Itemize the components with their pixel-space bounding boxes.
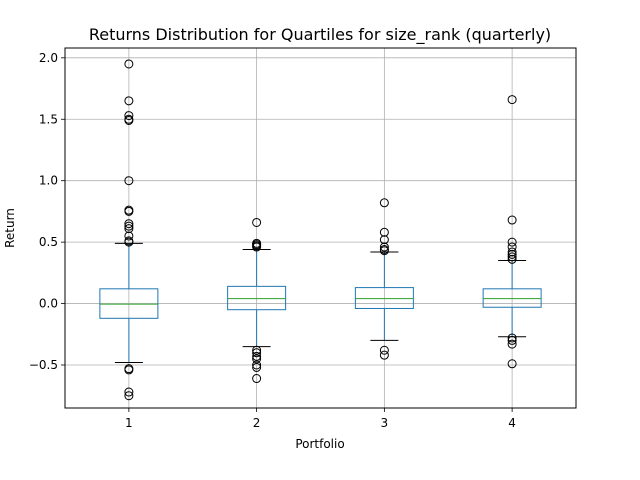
outlier-point xyxy=(252,351,262,361)
box-iqr xyxy=(354,287,414,309)
outlier-point xyxy=(124,365,134,375)
x-tick-label: 4 xyxy=(508,416,516,430)
outlier-point xyxy=(124,176,134,186)
box-portfolio-1 xyxy=(99,59,159,401)
outlier-point xyxy=(507,335,517,345)
outlier-point xyxy=(252,217,262,227)
outlier-point xyxy=(507,247,517,257)
outlier-point xyxy=(507,242,517,252)
outlier-point xyxy=(124,59,134,69)
y-tick-label: −0.5 xyxy=(29,358,58,372)
outlier-point xyxy=(124,221,134,231)
y-tick-label: 0.0 xyxy=(39,297,58,311)
y-tick-label: 1.5 xyxy=(39,112,58,126)
outlier-point xyxy=(124,115,134,125)
outlier-point xyxy=(252,360,262,370)
outlier-point xyxy=(124,219,134,229)
outlier-point xyxy=(379,198,389,208)
box-portfolio-3 xyxy=(354,198,414,360)
outlier-point xyxy=(379,350,389,360)
y-tick-label: 1.0 xyxy=(39,174,58,188)
outlier-point xyxy=(252,354,262,364)
outlier-point xyxy=(507,359,517,369)
outlier-point xyxy=(507,95,517,105)
outlier-point xyxy=(252,362,262,372)
box-iqr xyxy=(482,288,542,308)
x-tick-label: 3 xyxy=(381,416,389,430)
y-tick-label: 0.5 xyxy=(39,235,58,249)
box-portfolio-2 xyxy=(227,217,287,384)
outlier-point xyxy=(124,231,134,241)
outlier-point xyxy=(124,111,134,121)
x-axis-label: Portfolio xyxy=(295,437,344,451)
outlier-point xyxy=(507,333,517,343)
outlier-point xyxy=(379,345,389,355)
outlier-point xyxy=(252,345,262,355)
outlier-point xyxy=(252,242,262,252)
outlier-point xyxy=(124,387,134,397)
chart-title: Returns Distribution for Quartiles for s… xyxy=(89,25,551,45)
boxes xyxy=(99,59,542,401)
y-tick-label: 2.0 xyxy=(39,51,58,65)
box-portfolio-4 xyxy=(482,95,542,369)
outlier-point xyxy=(507,252,517,262)
x-tick-label: 2 xyxy=(253,416,261,430)
y-ticks: −0.5 0.0 0.5 1.0 1.5 2.0 xyxy=(29,51,65,372)
outlier-point xyxy=(507,249,517,259)
outlier-point xyxy=(124,237,134,247)
outlier-point xyxy=(124,224,134,234)
outlier-point xyxy=(124,206,134,216)
outlier-point xyxy=(124,96,134,106)
outlier-point xyxy=(507,339,517,349)
outlier-point xyxy=(379,246,389,256)
outlier-point xyxy=(379,242,389,252)
outlier-point xyxy=(252,348,262,358)
outlier-point xyxy=(507,215,517,225)
outlier-point xyxy=(252,374,262,384)
axes-frame xyxy=(64,47,577,409)
outlier-point xyxy=(507,254,517,264)
outlier-point xyxy=(507,237,517,247)
x-tick-label: 1 xyxy=(125,416,133,430)
box-iqr xyxy=(99,288,159,319)
box-iqr xyxy=(227,285,287,311)
outlier-point xyxy=(379,235,389,245)
outlier-point xyxy=(124,391,134,401)
x-ticks: 1 2 3 4 xyxy=(125,408,516,430)
y-axis-label: Return xyxy=(3,208,17,248)
outlier-point xyxy=(379,227,389,237)
